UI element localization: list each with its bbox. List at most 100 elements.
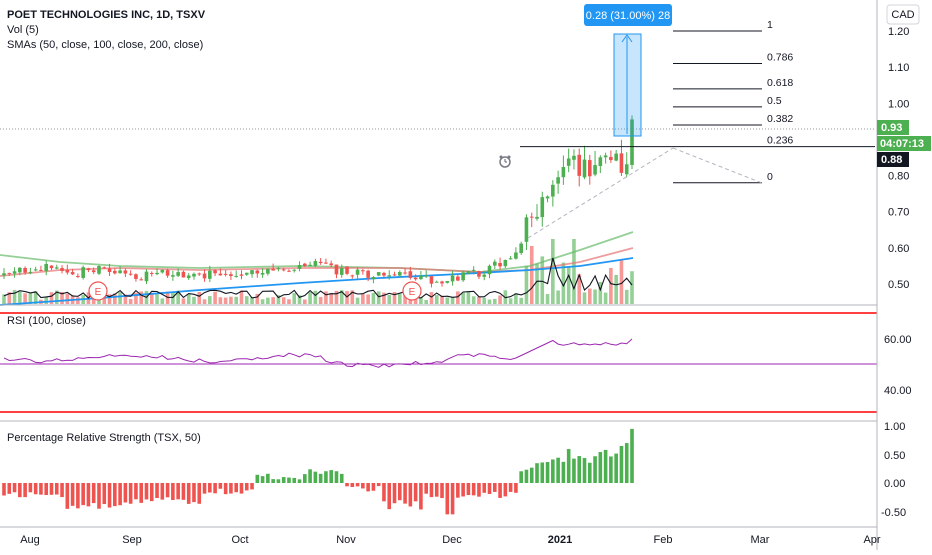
prs-pane[interactable] [2,428,634,515]
candle-body [208,270,212,279]
prs-bar [2,483,6,496]
earnings-marker[interactable]: E [402,281,422,301]
fibonacci-retracement[interactable]: 1 0.786 0.618 0.5 0.382 0.236 0 [520,19,875,239]
prs-bar [445,483,450,515]
candle-body [149,272,154,274]
prs-bar [139,483,144,503]
prs-bar [318,473,323,483]
sma-50-line [0,231,634,273]
price-axis[interactable]: 1.201.101.000.900.800.700.600.5060.0040.… [881,26,912,519]
volume-bar [440,295,444,304]
candle-body [408,271,413,278]
candle-body [529,216,534,218]
prs-bar [149,483,154,502]
candle-body [461,272,465,281]
prs-bar [297,479,302,483]
volume-bar [197,291,202,304]
prs-bar [413,483,418,502]
measure-label: 0.28 (31.00%) 28 [586,10,670,22]
candle-body [160,269,165,273]
alarm-clock-icon[interactable] [499,155,511,168]
candle-body [445,281,450,283]
candle-body [171,275,175,277]
candle-body [376,272,381,276]
volume-bar [387,295,392,304]
prs-bar [545,462,550,483]
prs-bar [598,452,603,483]
prs-bar [118,483,122,506]
svg-text:E: E [409,287,416,298]
prs-bar [186,483,191,504]
time-axis[interactable]: Aug Sep Oct Nov Dec 2021 Feb Mar Apr [20,534,881,546]
candle-body [76,275,80,277]
candle-body [492,261,497,266]
volume-bar [192,296,196,304]
volume-bar [123,294,128,304]
currency-button[interactable]: CAD [886,4,920,25]
candle-body [113,270,117,274]
candle-body [49,265,54,269]
candle-body [65,269,70,273]
rsi-pane[interactable] [0,312,877,413]
earnings-marker[interactable]: E [88,281,108,301]
prs-bar [76,483,80,509]
prs-bar [566,449,571,483]
countdown-tag: 04:07:13 [877,136,931,151]
prs-bar [91,483,96,504]
prs-tick-label: -0.50 [881,507,906,519]
volume-bar [371,292,376,304]
prs-bar [97,483,101,509]
volume-bar [308,292,312,304]
volume-bar [107,294,112,304]
volume-bar [318,296,323,304]
candle-body [598,157,603,166]
prs-bar [229,483,233,494]
price-tick-label: 1.20 [888,26,909,38]
prs-bar [551,459,555,483]
volume-bar [545,294,550,304]
fib-level-label: 0.786 [767,52,793,64]
candle-body [139,279,144,281]
prs-bar [65,483,70,509]
volume-bar [181,298,186,304]
candle-body [508,258,513,260]
price-tick-label: 0.60 [888,243,909,255]
candle-body [345,266,349,274]
candle-body [603,155,608,158]
volume-bar [366,294,370,304]
prs-bar [123,483,128,503]
prs-bar [450,483,455,515]
candle-body [255,270,260,274]
volume-bar [276,295,281,304]
sma-lines [0,231,634,306]
candlesticks[interactable] [2,115,634,288]
candle-body [97,265,101,274]
prs-bar [508,483,513,492]
volume-bar [155,294,159,304]
volume-bar [7,292,12,304]
volume-bar [202,299,207,304]
prs-bar [234,483,239,493]
price-tick-label: 0.70 [888,207,909,219]
candle-body [91,270,96,273]
candle-body [572,155,576,160]
candle-body [471,269,476,271]
svg-text:0.93: 0.93 [881,122,902,134]
time-tick-label: Nov [336,534,356,546]
prs-bar [44,483,49,496]
fib-level-label: 0.618 [767,77,793,89]
prs-bar [223,483,228,495]
candle-body [276,268,281,270]
volume-bar [514,293,518,304]
volume-bar [482,297,487,304]
prs-bar [244,483,249,491]
volume-bar [255,293,260,304]
prs-bar [292,477,297,483]
prs-bar [39,483,43,495]
candle-body [239,274,244,276]
candle-body [12,271,17,274]
volume-bar [624,289,629,304]
prs-bar [387,483,392,510]
